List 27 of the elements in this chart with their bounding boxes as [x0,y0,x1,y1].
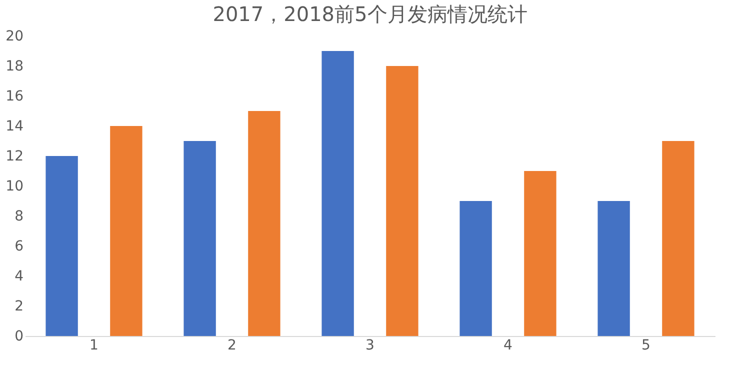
bar [460,201,492,336]
x-tick-label: 3 [366,338,374,354]
x-tick-label: 2 [228,338,236,354]
bar [524,171,556,336]
bar [662,141,694,336]
bar [386,66,418,336]
y-tick-label: 6 [14,238,24,254]
y-tick-label: 20 [6,28,24,44]
bar [184,141,216,336]
x-tick-label: 5 [642,338,650,354]
bar [598,201,630,336]
y-tick-label: 12 [6,148,24,164]
y-tick-label: 8 [14,208,24,224]
bar [322,51,354,336]
y-tick-label: 2 [14,298,24,314]
y-tick-label: 18 [6,58,24,74]
y-tick-label: 4 [14,268,24,284]
y-tick-label: 0 [14,328,24,344]
bar [110,126,142,336]
y-tick-label: 14 [6,118,24,134]
y-tick-label: 16 [6,88,24,104]
bar [46,156,78,336]
chart-title: 2017，2018前5个月发病情况统计 [212,2,528,26]
bar [248,111,280,336]
y-tick-label: 10 [6,178,24,194]
x-tick-label: 4 [504,338,513,354]
x-tick-label: 1 [90,338,98,354]
